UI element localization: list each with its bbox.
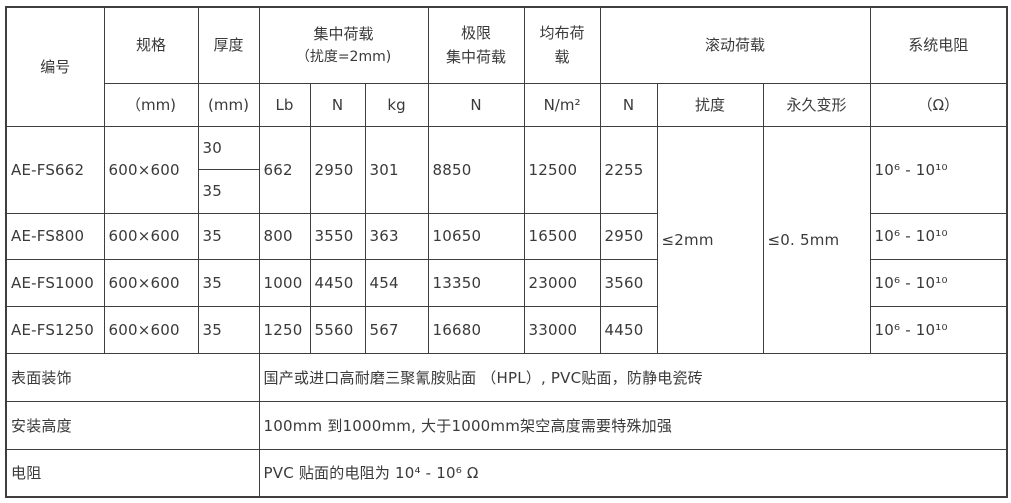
header-model: 编号 bbox=[5, 6, 105, 127]
cell-lb: 1000 bbox=[258, 258, 311, 307]
cell-ultimate: 16680 bbox=[427, 305, 525, 354]
cell-thickness-a: 30 bbox=[197, 125, 260, 170]
cell-kg: 567 bbox=[364, 305, 429, 354]
footer-row: 电阻 PVC 贴面的电阻为 10⁴ - 10⁶ Ω bbox=[5, 448, 1008, 498]
concentrated-load-title: 集中荷载 bbox=[313, 25, 374, 44]
cell-distributed: 16500 bbox=[523, 212, 601, 260]
cell-ultimate: 13350 bbox=[427, 258, 525, 307]
cell-lb: 662 bbox=[258, 125, 311, 214]
footer-value-surface: 国产或进口高耐磨三聚氰胺贴面 （HPL）, PVC贴面，防静电瓷砖 bbox=[258, 352, 1008, 402]
footer-label-surface: 表面装饰 bbox=[5, 352, 260, 402]
cell-resistance: 10⁶ - 10¹⁰ bbox=[869, 305, 1008, 354]
cell-distributed: 23000 bbox=[523, 258, 601, 307]
cell-ultimate: 10650 bbox=[427, 212, 525, 260]
cell-ultimate: 8850 bbox=[427, 125, 525, 214]
cell-distributed: 12500 bbox=[523, 125, 601, 214]
header-ultimate-load: 极限 集中荷载 bbox=[427, 6, 525, 84]
header-spec: 规格 bbox=[103, 6, 199, 84]
unit-rolling-n: N bbox=[599, 82, 658, 127]
table-row: AE-FS800 600×600 35 800 3550 363 10650 1… bbox=[5, 212, 1008, 260]
cell-thickness-b: 35 bbox=[197, 168, 260, 214]
footer-value-resistance: PVC 贴面的电阻为 10⁴ - 10⁶ Ω bbox=[258, 448, 1008, 498]
cell-rolling-n: 3560 bbox=[599, 258, 658, 307]
cell-kg: 454 bbox=[364, 258, 429, 307]
table-row: 35 bbox=[6, 168, 1007, 214]
cell-model: AE-FS662 bbox=[5, 125, 105, 214]
footer-label-resistance: 电阻 bbox=[5, 448, 260, 498]
footer-value-install-height: 100mm 到1000mm, 大于1000mm架空高度需要特殊加强 bbox=[258, 400, 1008, 450]
cell-n: 3550 bbox=[309, 212, 366, 260]
cell-rolling-n: 4450 bbox=[599, 305, 658, 354]
cell-n: 4450 bbox=[309, 258, 366, 307]
table-row: AE-FS662 600×600 30 662 2950 301 8850 12… bbox=[5, 125, 1008, 354]
cell-thickness: 35 bbox=[197, 212, 260, 260]
cell-spec: 600×600 bbox=[103, 305, 199, 354]
cell-rolling-n: 2255 bbox=[599, 125, 658, 214]
header-concentrated-load: 集中荷载 （扰度=2mm) bbox=[258, 6, 429, 84]
table-row: AE-FS1000 600×600 35 1000 4450 454 13350… bbox=[5, 258, 1008, 307]
spec-table: 编号 规格 厚度 集中荷载 （扰度=2mm) 极限 集中荷载 均布荷 载 滚动荷… bbox=[5, 6, 1009, 498]
unit-ohm: （Ω） bbox=[869, 82, 1008, 127]
cell-lb: 800 bbox=[258, 212, 311, 260]
cell-rolling-n: 2950 bbox=[599, 212, 658, 260]
header-row-units: （mm) (mm) Lb N kg N N/m² N 扰度 永久变形 （Ω） bbox=[6, 82, 1008, 127]
cell-model: AE-FS1000 bbox=[5, 258, 105, 307]
cell-resistance: 10⁶ - 10¹⁰ bbox=[869, 212, 1008, 260]
footer-row: 安装高度 100mm 到1000mm, 大于1000mm架空高度需要特殊加强 bbox=[5, 400, 1008, 450]
unit-spec-mm: （mm) bbox=[103, 82, 199, 127]
unit-permanent-deformation: 永久变形 bbox=[762, 82, 871, 127]
cell-permanent-limit: ≤0. 5mm bbox=[762, 125, 871, 354]
header-row-groups: 编号 规格 厚度 集中荷载 （扰度=2mm) 极限 集中荷载 均布荷 载 滚动荷… bbox=[5, 6, 1008, 127]
cell-resistance: 10⁶ - 10¹⁰ bbox=[869, 125, 1008, 214]
cell-n: 2950 bbox=[309, 125, 366, 214]
unit-n: N bbox=[309, 82, 366, 127]
cell-distributed: 33000 bbox=[523, 305, 601, 354]
cell-resistance: 10⁶ - 10¹⁰ bbox=[869, 258, 1008, 307]
cell-lb: 1250 bbox=[258, 305, 311, 354]
cell-kg: 363 bbox=[364, 212, 429, 260]
header-thickness: 厚度 bbox=[197, 6, 260, 84]
unit-n-per-m2: N/m² bbox=[523, 82, 601, 127]
cell-deflection-limit: ≤2mm bbox=[656, 125, 764, 354]
cell-spec: 600×600 bbox=[103, 212, 199, 260]
unit-ultimate-n: N bbox=[427, 82, 525, 127]
footer-label-install-height: 安装高度 bbox=[5, 400, 260, 450]
header-distributed-load: 均布荷 载 bbox=[523, 6, 601, 84]
header-rolling-load: 滚动荷载 bbox=[599, 6, 871, 84]
footer-row: 表面装饰 国产或进口高耐磨三聚氰胺贴面 （HPL）, PVC贴面，防静电瓷砖 bbox=[5, 352, 1008, 402]
cell-n: 5560 bbox=[309, 305, 366, 354]
cell-thickness: 35 bbox=[197, 305, 260, 354]
cell-thickness: 35 bbox=[197, 258, 260, 307]
cell-model: AE-FS1250 bbox=[5, 305, 105, 354]
concentrated-load-note: （扰度=2mm) bbox=[295, 49, 392, 66]
cell-spec: 600×600 bbox=[103, 258, 199, 307]
cell-kg: 301 bbox=[364, 125, 429, 214]
unit-kg: kg bbox=[364, 82, 429, 127]
header-system-resistance: 系统电阻 bbox=[869, 6, 1008, 84]
cell-model: AE-FS800 bbox=[5, 212, 105, 260]
cell-spec: 600×600 bbox=[103, 125, 199, 214]
table-row: AE-FS1250 600×600 35 1250 5560 567 16680… bbox=[5, 305, 1008, 354]
unit-deflection: 扰度 bbox=[656, 82, 764, 127]
unit-lb: Lb bbox=[258, 82, 311, 127]
unit-thickness-mm: (mm) bbox=[197, 82, 260, 127]
